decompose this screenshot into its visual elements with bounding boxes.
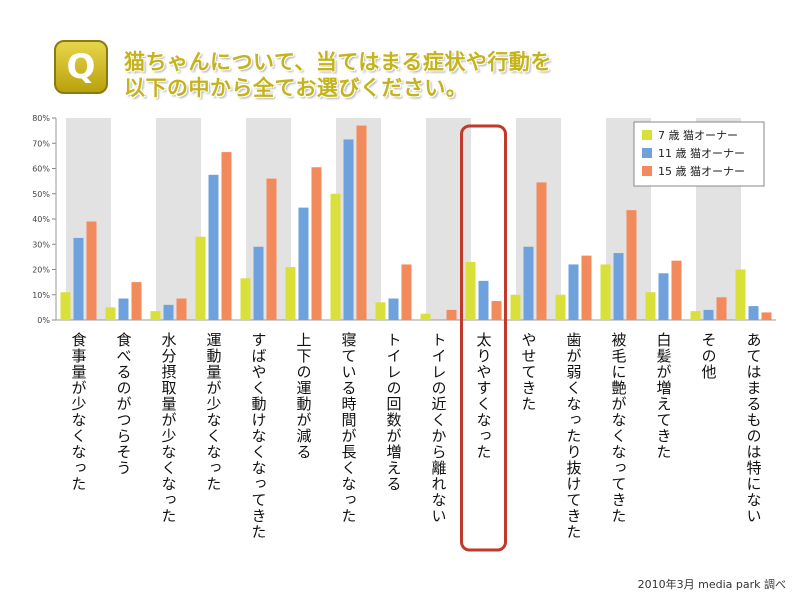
y-tick-label: 10% [32, 291, 50, 300]
bar [555, 294, 566, 320]
bar [645, 292, 656, 320]
column-stripe [156, 118, 201, 320]
bar [266, 178, 277, 320]
bar [536, 182, 547, 320]
chart-bars [60, 125, 772, 320]
y-tick-label: 50% [32, 190, 50, 199]
legend-swatch [642, 148, 652, 158]
legend-swatch [642, 166, 652, 176]
question-text-line1: 猫ちゃんについて、当てはまる症状や行動を [124, 50, 552, 74]
bar [626, 210, 637, 320]
bar [761, 312, 772, 320]
bar [600, 264, 611, 320]
category-label: 水分摂取量が少なくなった [159, 332, 178, 524]
bar [703, 309, 714, 320]
category-label: 被毛に艶がなくなってきた [609, 332, 628, 524]
bar [356, 125, 367, 320]
bar [581, 255, 592, 320]
bar [478, 280, 489, 320]
chart-axes: 0% 10% 20% 30% 40% 50% 60% 70% 80% [32, 114, 776, 325]
category-label: トイレの近くから離れない [429, 332, 448, 524]
bar [568, 264, 579, 320]
highlight-frame-rect [460, 124, 507, 552]
legend-swatch [642, 130, 652, 140]
bar [163, 304, 174, 320]
legend-label: 15 歳 猫オーナー [658, 165, 745, 178]
bar [510, 294, 521, 320]
bar [86, 221, 97, 320]
chart-legend: 7 歳 猫オーナー 11 歳 猫オーナー 15 歳 猫オーナー [633, 121, 765, 187]
category-label: 寝ている時間が長くなった [339, 332, 358, 524]
bar [748, 306, 759, 320]
bar [465, 261, 476, 320]
bar [420, 313, 431, 320]
legend-label: 11 歳 猫オーナー [658, 147, 745, 160]
bar [343, 139, 354, 320]
category-label: 白髪が増えてきた [654, 332, 673, 460]
q-badge-icon: Q [54, 40, 108, 94]
bar [671, 260, 682, 320]
category-label: あてはまるものは特にない [744, 332, 763, 524]
highlight-frame [460, 124, 507, 552]
category-label: すばやく動けなくなってきた [249, 332, 268, 540]
bar [285, 266, 296, 320]
bar [330, 193, 341, 320]
source-note: 2010年3月 media park 調べ [637, 578, 786, 591]
bar [446, 309, 457, 320]
column-stripe [426, 118, 471, 320]
bar [658, 273, 669, 320]
bar [523, 246, 534, 320]
category-label: その他 [699, 332, 718, 380]
bar [60, 292, 71, 320]
category-label: 運動量が少なくなった [204, 332, 223, 492]
y-tick-label: 80% [32, 114, 50, 123]
bar [401, 264, 412, 320]
y-tick-label: 0% [37, 316, 50, 325]
bar [613, 253, 624, 320]
bar [735, 269, 746, 320]
y-tick-label: 70% [32, 139, 50, 148]
y-tick-label: 60% [32, 165, 50, 174]
bar [131, 282, 142, 320]
bar [388, 298, 399, 320]
category-label: 食事量が少なくなった [69, 332, 88, 492]
question-text-line2: 以下の中から全てお選びください。 [124, 76, 468, 100]
bar [150, 311, 161, 320]
bar [253, 246, 264, 320]
legend-box [633, 121, 765, 187]
y-tick-label: 40% [32, 215, 50, 224]
y-tick-label: 20% [32, 266, 50, 275]
bar [690, 311, 701, 320]
question-header: Q 猫ちゃんについて、当てはまる症状や行動を 以下の中から全てお選びください。 [54, 40, 654, 102]
bar [176, 298, 187, 320]
bar [311, 167, 322, 320]
bar [208, 174, 219, 320]
bar [240, 278, 251, 320]
bar [195, 236, 206, 320]
bar [298, 207, 309, 320]
category-label: 太りやすくなった [474, 332, 493, 460]
category-label: トイレの回数が増える [384, 332, 403, 492]
bar [73, 237, 84, 320]
bar [221, 152, 232, 320]
bar [118, 298, 129, 320]
category-label: やせてきた [519, 332, 538, 412]
y-tick-label: 30% [32, 240, 50, 249]
bar [105, 307, 116, 320]
category-label: 食べるのがつらそう [114, 332, 133, 476]
category-label: 歯が弱くなったり抜けてきた [564, 332, 583, 540]
bar [375, 302, 386, 320]
bar [716, 297, 727, 320]
legend-label: 7 歳 猫オーナー [658, 129, 738, 142]
bar [491, 301, 502, 320]
category-label: 上下の運動が減る [294, 332, 313, 460]
